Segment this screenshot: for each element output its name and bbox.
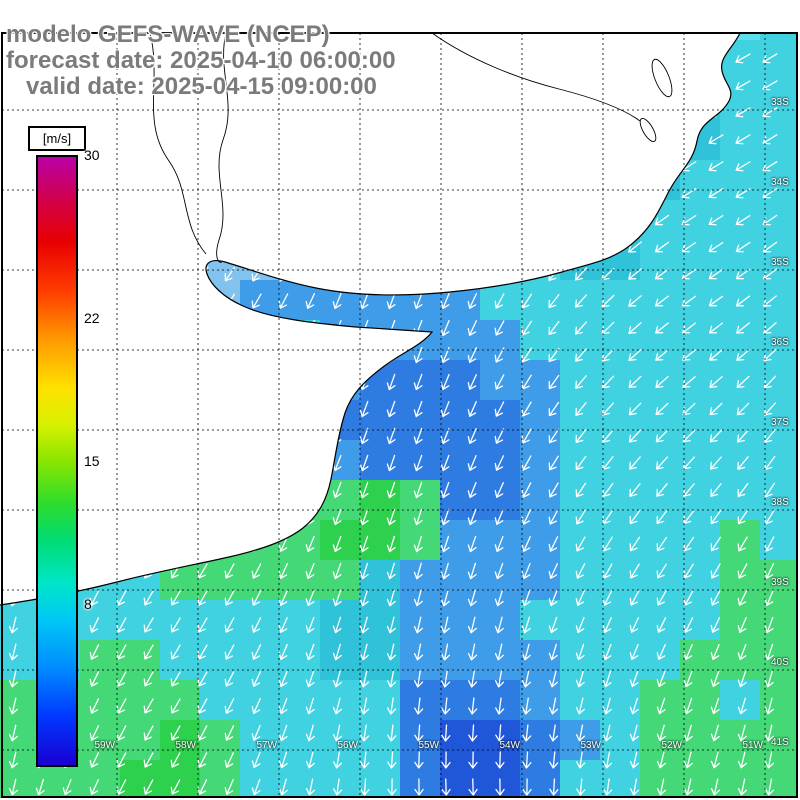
coastline [0, 32, 741, 606]
map-frame [1, 32, 798, 798]
rivers-and-borders [149, 32, 673, 263]
grid-lines [2, 33, 797, 797]
